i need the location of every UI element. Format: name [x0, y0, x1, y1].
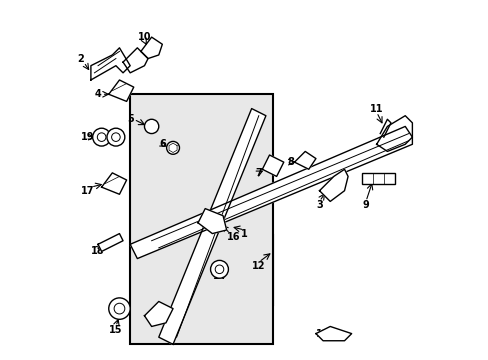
Text: 11: 11 [369, 104, 383, 113]
Text: 13: 13 [316, 329, 329, 339]
Text: 10: 10 [138, 32, 151, 42]
Polygon shape [198, 208, 226, 234]
Text: 2: 2 [77, 54, 83, 64]
Polygon shape [102, 173, 126, 194]
Bar [362, 173, 394, 184]
Circle shape [166, 141, 179, 154]
Polygon shape [319, 169, 347, 202]
Polygon shape [144, 301, 173, 327]
Polygon shape [159, 109, 265, 344]
Text: 6: 6 [159, 139, 165, 149]
Polygon shape [91, 48, 130, 80]
Circle shape [107, 128, 124, 146]
Polygon shape [98, 234, 123, 251]
Polygon shape [130, 126, 411, 258]
Polygon shape [141, 37, 162, 59]
Bar [130, 94, 272, 344]
Text: 16: 16 [226, 232, 240, 242]
Text: 18: 18 [91, 247, 104, 256]
Text: 15: 15 [109, 325, 122, 335]
Text: 8: 8 [287, 157, 294, 167]
Text: 3: 3 [316, 200, 322, 210]
Circle shape [108, 298, 130, 319]
Text: 5: 5 [126, 114, 133, 124]
Text: 1: 1 [241, 229, 247, 239]
Polygon shape [315, 327, 351, 341]
Text: 19: 19 [81, 132, 94, 142]
Polygon shape [262, 155, 283, 176]
Polygon shape [123, 48, 148, 73]
Text: 14: 14 [212, 271, 226, 282]
Text: 12: 12 [251, 261, 265, 271]
Text: 7: 7 [255, 168, 262, 178]
Polygon shape [294, 152, 315, 169]
Circle shape [93, 128, 110, 146]
Text: 4: 4 [95, 89, 101, 99]
Polygon shape [108, 80, 134, 102]
Circle shape [210, 260, 228, 278]
Circle shape [144, 119, 159, 134]
Text: 9: 9 [362, 200, 368, 210]
Polygon shape [376, 116, 411, 152]
Text: 17: 17 [81, 186, 94, 196]
